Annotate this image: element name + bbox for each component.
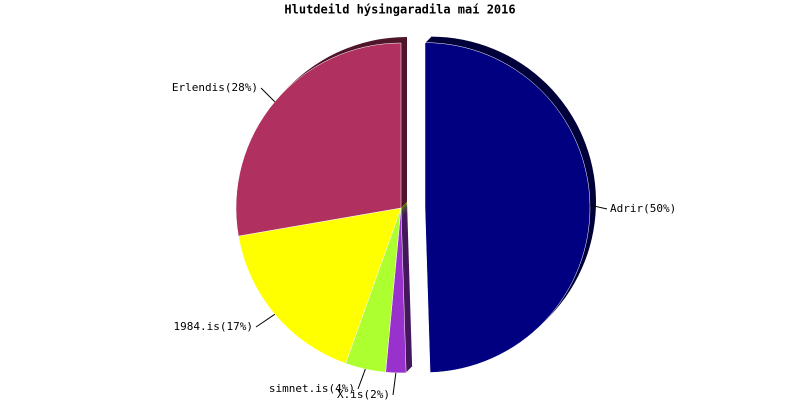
leader-line xyxy=(357,368,366,390)
slice-label: simnet.is(4%) xyxy=(269,382,355,395)
slice-label: X.is(2%) xyxy=(337,388,390,400)
slice-label: Erlendis(28%) xyxy=(172,81,258,94)
slice xyxy=(238,207,402,364)
slice xyxy=(424,42,591,373)
leader-line xyxy=(260,87,276,103)
leader-line xyxy=(255,313,276,328)
slice xyxy=(235,42,402,237)
leader-line xyxy=(589,204,608,210)
chart-title: Hlutdeild hýsingaradila maí 2016 xyxy=(284,3,515,17)
slice-label: 1984.is(17%) xyxy=(174,320,253,333)
leader-line xyxy=(392,372,397,396)
slice-label: Adrir(50%) xyxy=(610,202,676,215)
